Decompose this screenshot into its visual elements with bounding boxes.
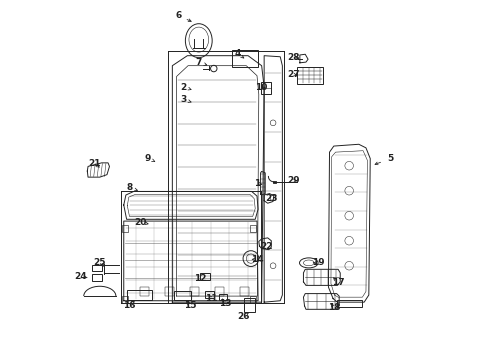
Text: 28: 28: [287, 53, 300, 62]
Text: 3: 3: [180, 95, 186, 104]
Text: 1: 1: [253, 179, 260, 188]
Text: 22: 22: [260, 242, 272, 251]
Text: 8: 8: [126, 183, 132, 192]
Bar: [127, 290, 152, 300]
Text: 12: 12: [193, 274, 205, 283]
Bar: [336, 300, 362, 307]
Text: 29: 29: [287, 176, 300, 185]
Text: 4: 4: [234, 49, 240, 58]
Bar: [200, 273, 209, 280]
Text: 13: 13: [218, 299, 231, 308]
Text: 14: 14: [250, 255, 263, 264]
Text: 26: 26: [237, 312, 249, 321]
Bar: [249, 225, 256, 232]
Bar: [91, 265, 102, 271]
Bar: [244, 298, 254, 312]
Bar: [215, 287, 224, 296]
Text: 16: 16: [123, 301, 136, 310]
Bar: [205, 292, 214, 298]
Bar: [249, 296, 256, 302]
Bar: [122, 225, 128, 232]
Text: 11: 11: [205, 294, 218, 303]
Text: 25: 25: [93, 258, 105, 267]
Text: 7: 7: [195, 58, 202, 67]
Bar: [122, 296, 128, 302]
Text: 9: 9: [144, 154, 151, 163]
Text: 5: 5: [386, 154, 392, 163]
Text: 27: 27: [287, 70, 300, 79]
Text: 15: 15: [183, 301, 196, 310]
Text: 10: 10: [255, 83, 267, 92]
Bar: [297, 67, 323, 84]
Bar: [219, 294, 227, 300]
Bar: [91, 274, 102, 281]
Text: 2: 2: [180, 83, 186, 92]
Text: 17: 17: [331, 278, 344, 287]
Text: 21: 21: [88, 159, 101, 168]
Text: 19: 19: [311, 258, 324, 267]
Text: 23: 23: [264, 194, 277, 203]
Text: 20: 20: [134, 218, 146, 227]
Bar: [165, 287, 173, 296]
Text: 6: 6: [175, 11, 181, 20]
Bar: [240, 287, 248, 296]
Text: 24: 24: [75, 272, 87, 281]
Bar: [173, 292, 190, 300]
Text: 18: 18: [327, 303, 339, 312]
Bar: [190, 287, 198, 296]
Bar: [140, 287, 148, 296]
